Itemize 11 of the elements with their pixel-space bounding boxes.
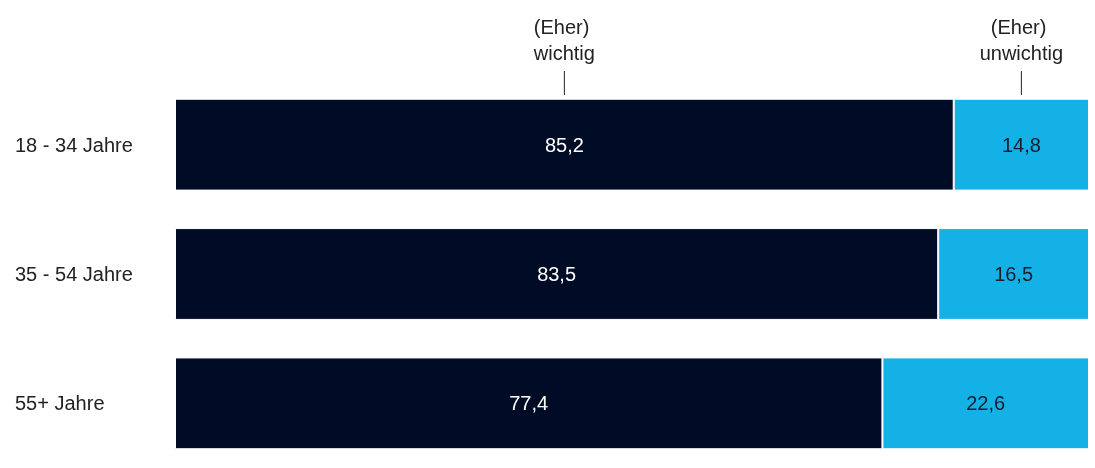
data-label: 22,6 xyxy=(966,392,1006,415)
y-tick-label: 18 - 34 Jahre xyxy=(15,133,133,156)
data-label: 14,8 xyxy=(1001,133,1041,156)
y-tick-label: 55+ Jahre xyxy=(15,392,105,415)
y-tick-label: 35 - 54 Jahre xyxy=(15,263,133,285)
series-label: (Eher) unwichtig xyxy=(979,16,1064,64)
series-label: (Eher) wichtig xyxy=(532,16,595,64)
data-label: 83,5 xyxy=(537,263,577,285)
data-label: 85,2 xyxy=(544,133,584,156)
data-label: 77,4 xyxy=(509,392,549,415)
data-label: 16,5 xyxy=(994,263,1034,285)
